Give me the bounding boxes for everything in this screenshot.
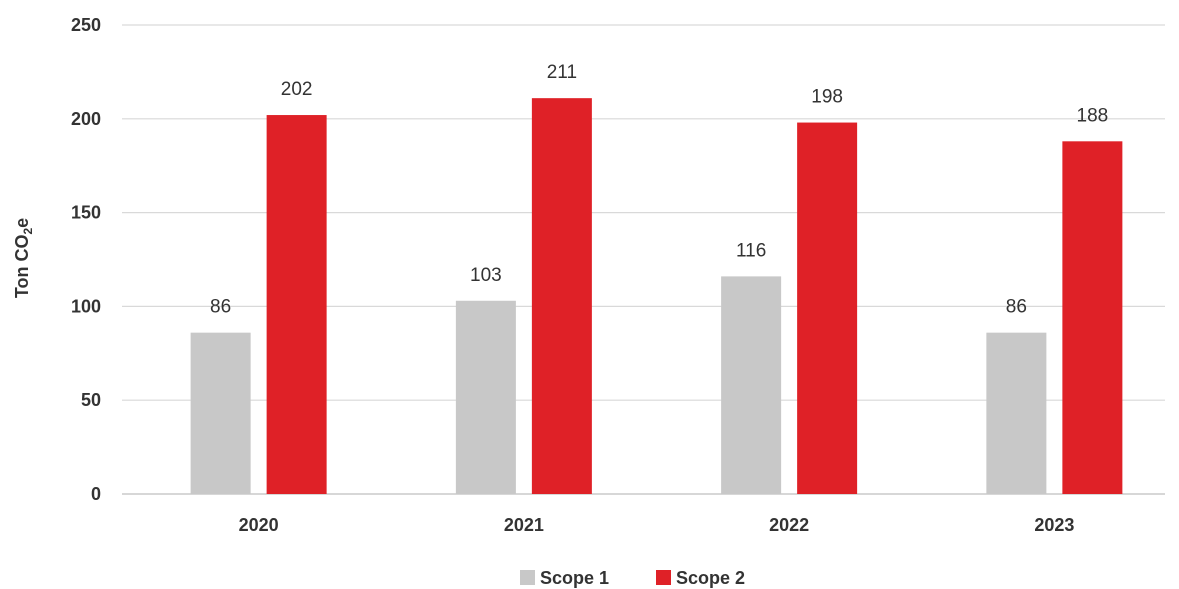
data-label: 211 [547, 62, 577, 83]
y-tick-label: 150 [71, 203, 101, 223]
legend-swatch [520, 570, 535, 585]
legend-label: Scope 2 [676, 568, 745, 588]
data-label: 116 [736, 240, 766, 261]
y-axis-title-main: Ton CO [12, 235, 32, 299]
bar-scope-2-2021 [531, 98, 592, 494]
bar-scope-1-2022 [721, 276, 782, 494]
y-axis-title-suffix: e [12, 218, 32, 228]
x-category-label: 2020 [239, 515, 279, 535]
x-category-label: 2022 [769, 515, 809, 535]
legend-swatch [656, 570, 671, 585]
data-labels: 86 202 103 211 116 198 86 188 [210, 62, 1108, 318]
bars [190, 98, 1123, 494]
y-tick-label: 200 [71, 109, 101, 129]
bar-scope-1-2023 [986, 332, 1047, 494]
legend: Scope 1 Scope 2 [520, 568, 745, 588]
x-category-label: 2021 [504, 515, 544, 535]
data-label: 103 [470, 265, 502, 286]
bar-scope-2-2020 [266, 115, 327, 494]
bar-scope-2-2022 [797, 122, 858, 494]
data-label: 202 [281, 79, 313, 100]
x-category-label: 2023 [1034, 515, 1074, 535]
bar-scope-1-2020 [190, 332, 251, 494]
legend-label: Scope 1 [540, 568, 609, 588]
data-label: 198 [811, 87, 843, 108]
data-label: 86 [210, 297, 231, 318]
y-tick-label: 0 [91, 484, 101, 504]
y-tick-label: 250 [71, 15, 101, 35]
y-axis-title-subscript: 2 [21, 228, 35, 235]
y-axis-title: Ton CO2e [12, 218, 35, 298]
bar-scope-2-2023 [1062, 141, 1123, 494]
x-axis-categories: 2020 2021 2022 2023 [239, 515, 1075, 535]
y-axis-ticks: 0 50 100 150 200 250 [71, 15, 101, 504]
data-label: 86 [1006, 297, 1027, 318]
y-tick-label: 100 [71, 296, 101, 316]
data-label: 188 [1077, 105, 1109, 126]
bar-scope-1-2021 [455, 300, 516, 494]
y-tick-label: 50 [81, 390, 101, 410]
